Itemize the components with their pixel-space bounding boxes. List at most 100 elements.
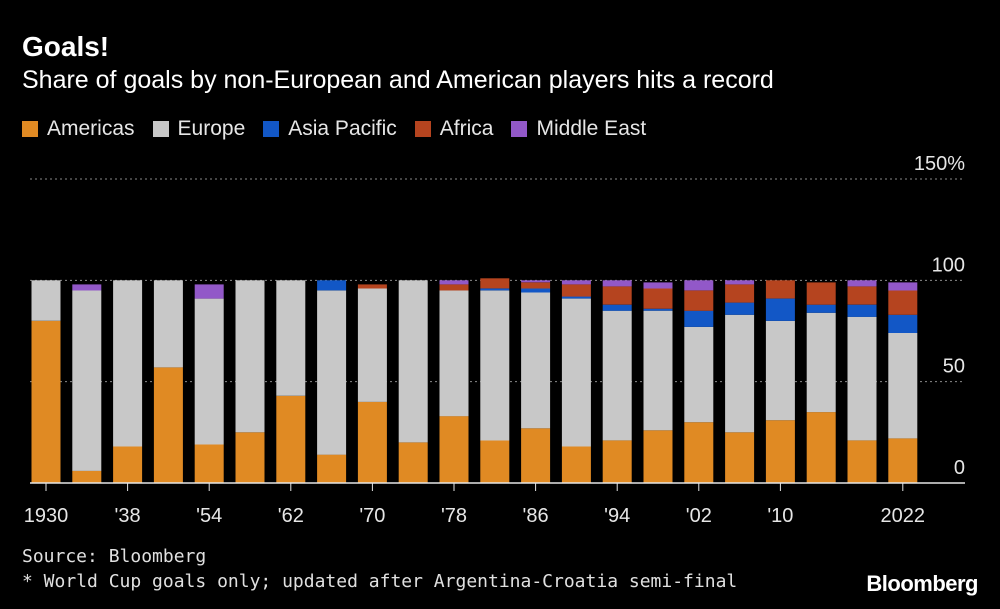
bar-middle-east-1994 — [602, 280, 632, 287]
bar-europe-1978 — [439, 290, 469, 417]
bar-europe-2010 — [765, 320, 795, 421]
bars — [31, 278, 918, 483]
bar-americas-1978 — [439, 416, 469, 483]
bar-europe-1998 — [643, 310, 673, 431]
x-tick-label: '02 — [686, 505, 712, 527]
x-tick-label: '86 — [523, 505, 549, 527]
bar-middle-east-1978 — [439, 280, 469, 285]
bar-africa-1982 — [480, 278, 510, 289]
bar-asia-pacific-2006 — [725, 302, 755, 315]
bloomberg-logo: Bloomberg — [866, 571, 978, 596]
y-axis-labels: 150% 100 50 0 — [914, 153, 965, 479]
bar-americas-1950 — [153, 367, 183, 483]
y-tick-label: 0 — [954, 457, 965, 479]
bar-africa-1970 — [357, 284, 387, 289]
bar-americas-1974 — [398, 442, 428, 483]
bar-africa-2010 — [765, 280, 795, 299]
bar-asia-pacific-1986 — [521, 288, 551, 293]
legend-label-europe: Europe — [177, 117, 246, 140]
bar-asia-pacific-2010 — [765, 298, 795, 321]
bar-africa-2014 — [806, 282, 836, 305]
legend-item-middle-east: Middle East — [511, 117, 646, 141]
bar-americas-2006 — [725, 432, 755, 483]
x-tick-label: 1930 — [24, 505, 69, 527]
bar-americas-1994 — [602, 440, 632, 483]
source-note: Source: Bloomberg — [22, 546, 207, 567]
bar-europe-1938 — [113, 280, 143, 447]
bar-americas-2022 — [888, 438, 918, 483]
bar-americas-2002 — [684, 422, 714, 483]
bar-africa-1986 — [521, 282, 551, 289]
bar-europe-1958 — [235, 280, 265, 433]
bar-asia-pacific-2002 — [684, 310, 714, 327]
x-tick-label: '62 — [278, 505, 304, 527]
bar-asia-pacific-1966 — [317, 280, 347, 291]
bar-europe-2002 — [684, 326, 714, 423]
bar-europe-1982 — [480, 290, 510, 441]
legend-item-europe: Europe — [152, 117, 246, 141]
bar-asia-pacific-2014 — [806, 304, 836, 313]
legend-swatch-asia-pacific — [263, 121, 280, 137]
bar-middle-east-1934 — [72, 284, 102, 291]
bar-middle-east-1954 — [194, 284, 224, 299]
bar-europe-1986 — [521, 292, 551, 429]
bar-americas-1998 — [643, 430, 673, 483]
x-tick-label: '10 — [767, 505, 793, 527]
legend-item-africa: Africa — [414, 117, 493, 141]
bar-americas-1966 — [317, 454, 347, 483]
legend-label-middle-east: Middle East — [536, 117, 647, 140]
bar-africa-1978 — [439, 284, 469, 291]
bar-europe-1970 — [357, 288, 387, 402]
bar-europe-2006 — [725, 314, 755, 433]
bar-europe-1990 — [561, 298, 591, 447]
bar-americas-1934 — [72, 470, 102, 483]
bar-africa-2018 — [847, 286, 877, 305]
legend-label-asia-pacific: Asia Pacific — [288, 117, 397, 140]
bar-africa-2002 — [684, 290, 714, 311]
x-tick-label: '70 — [359, 505, 385, 527]
bar-americas-2010 — [765, 420, 795, 483]
x-tick-label: '54 — [196, 505, 222, 527]
x-tick-label: '94 — [604, 505, 630, 527]
bar-americas-1970 — [357, 401, 387, 483]
bar-asia-pacific-1998 — [643, 308, 673, 311]
bar-europe-1994 — [602, 310, 632, 441]
y-tick-label: 100 — [932, 254, 965, 276]
bar-asia-pacific-1990 — [561, 296, 591, 299]
bar-americas-1982 — [480, 440, 510, 483]
bar-europe-2022 — [888, 333, 918, 439]
bar-asia-pacific-1982 — [480, 288, 510, 291]
bar-asia-pacific-1994 — [602, 304, 632, 311]
legend-label-americas: Americas — [47, 117, 135, 140]
x-axis: 1930 '38 '54 '62 '70 '78 '86 '94 '02 '10 2022 — [24, 482, 965, 527]
bar-europe-1966 — [317, 290, 347, 455]
x-tick-label: '38 — [115, 505, 141, 527]
bar-middle-east-2022 — [888, 282, 918, 291]
chart-subtitle: Share of goals by non-European and Ameri… — [22, 66, 774, 94]
y-tick-label: 150% — [914, 153, 965, 175]
legend-item-asia-pacific: Asia Pacific — [263, 117, 397, 141]
legend-swatch-europe — [152, 121, 169, 137]
y-tick-label: 50 — [943, 356, 965, 378]
bar-americas-1990 — [561, 446, 591, 483]
bar-asia-pacific-2018 — [847, 304, 877, 317]
legend-swatch-africa — [414, 121, 431, 137]
x-tick-label: 2022 — [881, 505, 926, 527]
bar-middle-east-2018 — [847, 280, 877, 287]
bar-africa-1994 — [602, 286, 632, 305]
bar-africa-2006 — [725, 284, 755, 303]
bar-americas-1986 — [521, 428, 551, 483]
legend-item-americas: Americas — [22, 117, 135, 141]
legend: Americas Europe Asia Pacific Africa Midd… — [22, 117, 646, 141]
bar-asia-pacific-2022 — [888, 314, 918, 333]
bar-americas-2014 — [806, 412, 836, 483]
bar-middle-east-1998 — [643, 282, 673, 289]
bar-americas-1938 — [113, 446, 143, 483]
bar-europe-1950 — [153, 280, 183, 368]
bar-europe-1930 — [31, 280, 61, 321]
bar-middle-east-2006 — [725, 280, 755, 285]
bar-europe-2018 — [847, 316, 877, 441]
chart-title: Goals! — [22, 31, 110, 62]
bar-americas-1958 — [235, 432, 265, 483]
bar-americas-1930 — [31, 320, 61, 483]
